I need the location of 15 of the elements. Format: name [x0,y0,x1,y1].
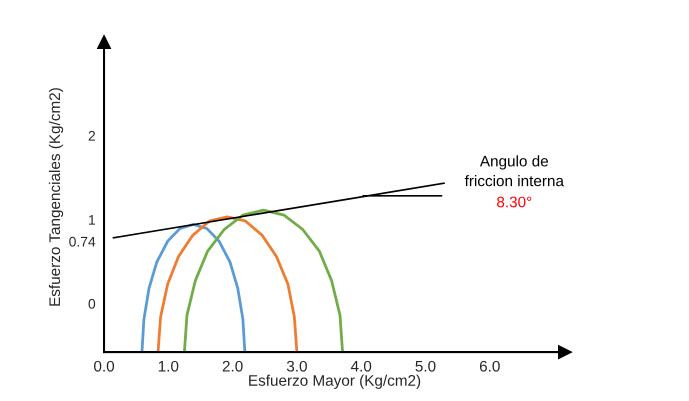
annotation: Angulo de friccion interna [464,155,564,186]
x-tick-label: 0.0 [94,360,114,372]
x-tick-label: 4.0 [350,360,372,372]
y-axis-title: Esfuerzo Tangenciales (Kg/cm2) [48,88,64,306]
y-tick-label: 0.74 [69,236,96,247]
x-tick-label: 2.0 [222,360,243,372]
y-tick-label: 2 [88,130,96,141]
x-tick-label: 6.0 [480,360,500,372]
x-tick-label: 3.0 [286,360,307,372]
x-axis-title: Esfuerzo Mayor (Kg/cm2) [249,374,420,389]
y-tick-label: 1 [89,215,96,225]
annotation: 8.30° [497,196,532,208]
y-tick-label: 0 [88,298,96,309]
x-tick-label: 5.0 [415,360,436,372]
x-tick-label: 1.0 [158,360,178,372]
